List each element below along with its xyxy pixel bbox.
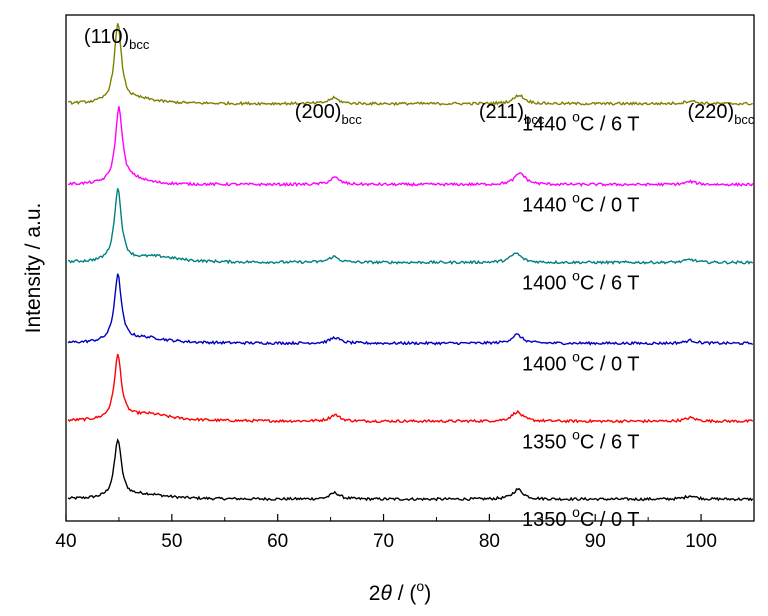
x-axis: 40 50 60 70 80 90 100: [55, 514, 717, 552]
series-label-5: 1440 oC / 6 T: [522, 109, 640, 136]
series-line-0: [67, 438, 754, 502]
series-line-1: [67, 353, 754, 424]
series-label-1: 1350 oC / 6 T: [522, 426, 640, 453]
x-tick-label-80: 80: [479, 531, 500, 552]
x-axis-title-theta: θ: [380, 582, 392, 605]
series-label-0: 1350 oC / 0 T: [522, 504, 640, 531]
peak-label-1: (200)bcc: [295, 101, 362, 127]
x-tick-label-40: 40: [55, 531, 76, 552]
series-label-2: 1400 oC / 0 T: [522, 348, 640, 375]
peak-label-layer: (110)bcc (200)bcc (211)bcc (220)bcc: [84, 26, 755, 127]
series-line-3: [67, 188, 754, 265]
series-line-4: [67, 106, 754, 188]
x-axis-title-prefix: 2: [369, 582, 381, 605]
x-axis-title-suffix: ): [424, 582, 431, 605]
series-layer: [67, 23, 754, 502]
x-axis-title-mid: / (: [392, 582, 417, 605]
series-label-4: 1440 oC / 0 T: [522, 190, 640, 217]
x-axis-title: 2θ / (o): [369, 578, 431, 605]
x-tick-label-90: 90: [585, 531, 606, 552]
x-tick-label-60: 60: [267, 531, 288, 552]
peak-label-3: (220)bcc: [687, 101, 754, 127]
peak-label-2: (211)bcc: [479, 101, 545, 127]
series-line-5: [67, 23, 753, 107]
x-axis-title-degree: o: [416, 578, 424, 594]
peak-label-0: (110)bcc: [84, 26, 150, 52]
series-line-2: [67, 273, 754, 346]
series-label-layer: 1350 oC / 0 T 1350 oC / 6 T 1400 oC / 0 T 1…: [522, 109, 640, 532]
x-tick-label-100: 100: [685, 531, 717, 552]
y-axis-title: Intensity / a.u.: [22, 203, 45, 334]
x-tick-label-70: 70: [373, 531, 394, 552]
x-tick-label-50: 50: [161, 531, 182, 552]
series-label-3: 1400 oC / 6 T: [522, 268, 640, 295]
plot-frame: [65, 14, 755, 522]
